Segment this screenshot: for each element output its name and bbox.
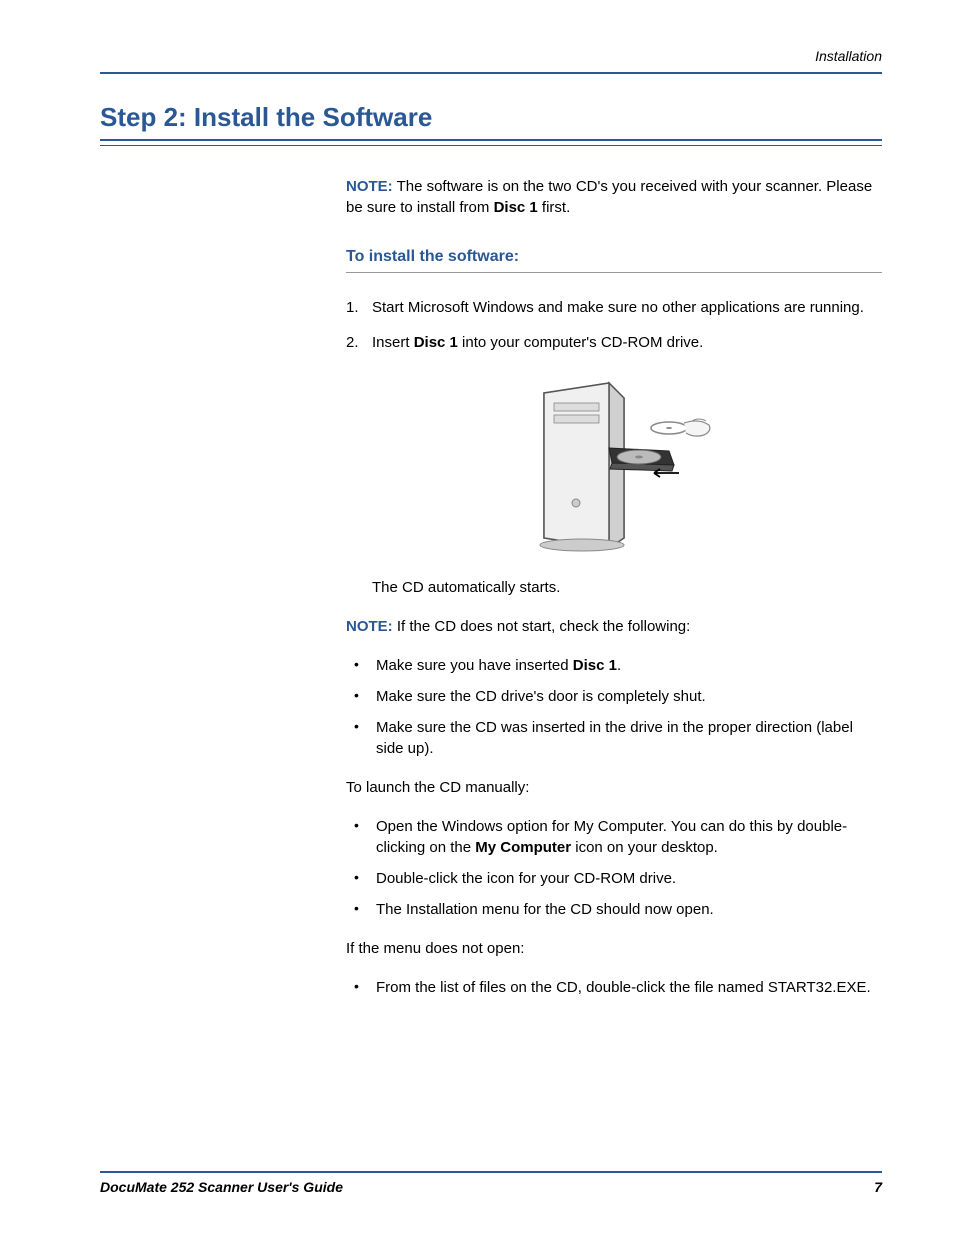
heading-rule xyxy=(100,145,882,146)
launch-bullet-1: • Open the Windows option for My Compute… xyxy=(354,816,882,858)
footer-title: DocuMate 252 Scanner User's Guide xyxy=(100,1179,343,1195)
launch-bullet-3-text: The Installation menu for the CD should … xyxy=(376,899,882,920)
step-2: 2. Insert Disc 1 into your computer's CD… xyxy=(346,332,882,353)
bullet-dot: • xyxy=(354,899,376,920)
final-bullet-1: • From the list of files on the CD, doub… xyxy=(354,977,882,998)
lb1-after: icon on your desktop. xyxy=(571,839,718,856)
check-bullet-3: • Make sure the CD was inserted in the d… xyxy=(354,717,882,759)
cb1-after: . xyxy=(617,657,621,674)
computer-cd-illustration xyxy=(346,373,882,553)
check-bullet-2: • Make sure the CD drive's door is compl… xyxy=(354,686,882,707)
note-label: NOTE: xyxy=(346,178,393,195)
bullet-dot: • xyxy=(354,977,376,998)
step-1-num: 1. xyxy=(346,297,372,318)
step-2-num: 2. xyxy=(346,332,372,353)
bullet-dot: • xyxy=(354,686,376,707)
check-bullet-2-text: Make sure the CD drive's door is complet… xyxy=(376,686,882,707)
launch-bullet-1-text: Open the Windows option for My Computer.… xyxy=(376,816,882,858)
launch-manual-text: To launch the CD manually: xyxy=(346,777,882,798)
note1-before: The software is on the two CD's you rece… xyxy=(346,178,872,216)
bullet-dot: • xyxy=(354,717,376,759)
bullet-dot: • xyxy=(354,655,376,676)
cb1-before: Make sure you have inserted xyxy=(376,657,573,674)
page-footer: DocuMate 252 Scanner User's Guide 7 xyxy=(100,1171,882,1195)
content-body: NOTE: The software is on the two CD's yo… xyxy=(346,176,882,998)
launch-bullet-2-text: Double-click the icon for your CD-ROM dr… xyxy=(376,868,882,889)
bullet-dot: • xyxy=(354,816,376,858)
footer-page-number: 7 xyxy=(874,1179,882,1195)
note-1: NOTE: The software is on the two CD's yo… xyxy=(346,176,882,218)
computer-icon xyxy=(514,373,714,553)
launch-bullet-3: • The Installation menu for the CD shoul… xyxy=(354,899,882,920)
note1-after: first. xyxy=(538,199,571,216)
final-bullet-1-text: From the list of files on the CD, double… xyxy=(376,977,882,998)
step-2-before: Insert xyxy=(372,334,414,351)
note1-bold: Disc 1 xyxy=(494,199,538,216)
check-bullet-1-text: Make sure you have inserted Disc 1. xyxy=(376,655,882,676)
header-section-label: Installation xyxy=(100,48,882,74)
lb1-bold: My Computer xyxy=(475,839,571,856)
menu-not-open-text: If the menu does not open: xyxy=(346,938,882,959)
check-bullet-1: • Make sure you have inserted Disc 1. xyxy=(354,655,882,676)
step-2-text: Insert Disc 1 into your computer's CD-RO… xyxy=(372,332,882,353)
step-1-text: Start Microsoft Windows and make sure no… xyxy=(372,297,882,318)
step-2-after: into your computer's CD-ROM drive. xyxy=(458,334,703,351)
cb1-bold: Disc 1 xyxy=(573,657,617,674)
cd-starts-text: The CD automatically starts. xyxy=(372,577,882,598)
sub-heading: To install the software: xyxy=(346,246,882,273)
step-1: 1. Start Microsoft Windows and make sure… xyxy=(346,297,882,318)
note-2: NOTE: If the CD does not start, check th… xyxy=(346,616,882,637)
step-2-bold: Disc 1 xyxy=(414,334,458,351)
note2-label: NOTE: xyxy=(346,618,393,635)
check-bullet-3-text: Make sure the CD was inserted in the dri… xyxy=(376,717,882,759)
launch-bullet-2: • Double-click the icon for your CD-ROM … xyxy=(354,868,882,889)
bullet-dot: • xyxy=(354,868,376,889)
main-heading: Step 2: Install the Software xyxy=(100,102,882,141)
note2-text: If the CD does not start, check the foll… xyxy=(393,618,691,635)
